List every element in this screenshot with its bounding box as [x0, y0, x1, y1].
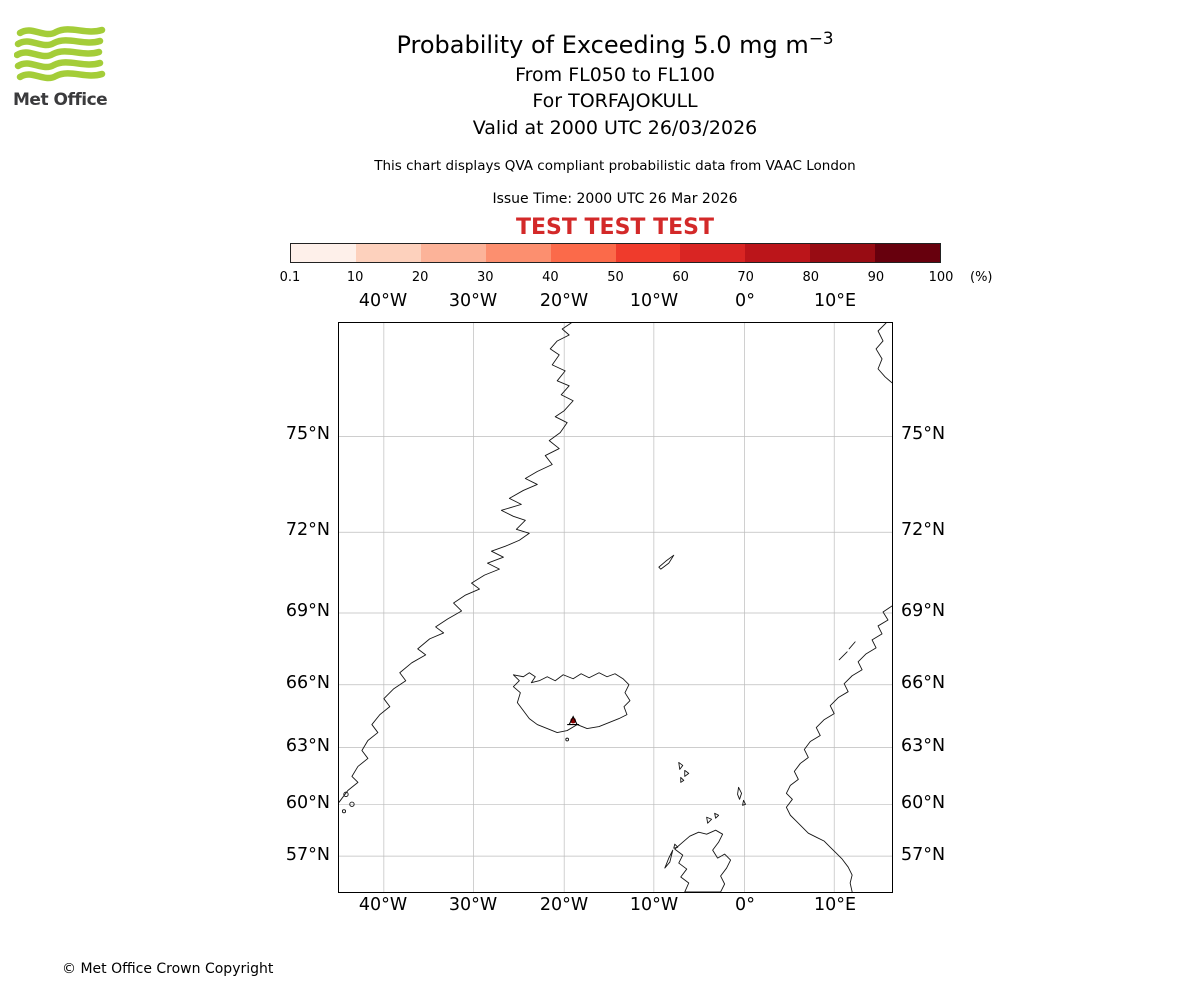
lon-label-top: 20°W — [539, 291, 589, 311]
coastline-norway — [785, 605, 892, 892]
lat-label-right: 60°N — [901, 793, 946, 813]
colorbar: 0.1 10 20 30 40 50 60 70 80 90 100 (%) — [280, 243, 993, 289]
page-title: Probability of Exceeding 5.0 mg m−3 — [30, 28, 1200, 59]
map-gridlines — [339, 323, 892, 892]
coastline-iceland — [512, 672, 631, 733]
island-greenland-skerry — [349, 801, 355, 807]
lon-label-bottom: 0° — [735, 895, 755, 915]
coastline-svalbard — [875, 323, 892, 384]
lon-label-top: 40°W — [358, 291, 408, 311]
map-canvas — [339, 323, 892, 892]
colorbar-tick-label: 10 — [346, 270, 364, 285]
colorbar-tick-label: 0.1 — [279, 270, 301, 285]
lat-label-left: 60°N — [285, 793, 330, 813]
subtitle-valid-time: Valid at 2000 UTC 26/03/2026 — [472, 117, 758, 139]
colorbar-segment — [485, 244, 551, 262]
islands-faroe — [678, 761, 690, 783]
colorbar-segment — [291, 244, 356, 262]
lon-label-bottom: 20°W — [539, 895, 589, 915]
colorbar-segment — [550, 244, 616, 262]
colorbar-tick-label: 70 — [737, 270, 754, 285]
colorbar-tick-label: 60 — [672, 270, 689, 285]
coastlines — [339, 323, 892, 892]
islands-shetland — [737, 786, 746, 806]
colorbar-segment — [810, 244, 876, 262]
page-title-text: Probability of Exceeding 5.0 mg m — [396, 31, 809, 59]
lon-label-bottom: 10°E — [813, 895, 857, 915]
subtitle-volcano: For TORFAJOKULL — [532, 90, 698, 112]
lat-label-left: 66°N — [285, 673, 330, 693]
volcano-marker — [567, 715, 580, 726]
page-title-exponent: −3 — [808, 28, 834, 48]
colorbar-segment — [745, 244, 811, 262]
colorbar-ticks: 0.1 10 20 30 40 50 60 70 80 90 100 — [280, 270, 954, 286]
coastline-greenland — [339, 323, 574, 803]
lat-label-right: 63°N — [901, 736, 946, 756]
island-greenland-skerry — [341, 809, 347, 814]
lat-label-right: 72°N — [901, 520, 946, 540]
island-jan-mayen — [658, 554, 675, 570]
lon-label-bottom: 30°W — [448, 895, 498, 915]
colorbar-unit-label: (%) — [970, 270, 993, 285]
lat-label-left: 63°N — [285, 736, 330, 756]
colorbar-tick-label: 40 — [542, 270, 559, 285]
lat-label-right: 66°N — [901, 673, 946, 693]
subtitle-flight-levels: From FL050 to FL100 — [515, 64, 715, 86]
lat-label-left: 75°N — [285, 424, 330, 444]
test-banner: TEST TEST TEST — [516, 215, 714, 240]
colorbar-segment — [615, 244, 681, 262]
lat-label-right: 69°N — [901, 601, 946, 621]
colorbar-segment — [875, 244, 941, 262]
colorbar-tick-label: 100 — [928, 270, 954, 285]
lat-label-left: 57°N — [285, 845, 330, 865]
colorbar-segment — [420, 244, 486, 262]
map — [338, 322, 893, 893]
island-greenland-skerry — [343, 791, 349, 797]
lon-label-top: 10°E — [813, 291, 857, 311]
lat-label-left: 69°N — [285, 601, 330, 621]
island-vestmannaeyjar — [565, 737, 570, 742]
lon-label-bottom: 40°W — [358, 895, 408, 915]
lat-label-left: 72°N — [285, 520, 330, 540]
copyright-notice: © Met Office Crown Copyright — [62, 961, 274, 977]
colorbar-tick-label: 80 — [802, 270, 820, 285]
islands-orkney — [706, 812, 720, 824]
met-office-logo — [13, 26, 114, 88]
islands-lofoten — [838, 641, 856, 661]
volcano-symbol-icon — [567, 715, 580, 726]
colorbar-bar — [290, 243, 941, 263]
lon-label-top: 0° — [735, 291, 755, 311]
issue-time: Issue Time: 2000 UTC 26 Mar 2026 — [492, 191, 738, 207]
met-office-logo-text: Met Office — [13, 90, 108, 110]
qva-note: This chart displays QVA compliant probab… — [374, 158, 856, 174]
lon-label-top: 30°W — [448, 291, 498, 311]
lat-label-right: 57°N — [901, 845, 946, 865]
islands-hebrides — [664, 843, 679, 869]
lon-label-bottom: 10°W — [629, 895, 679, 915]
coastline-scotland — [674, 829, 732, 892]
lat-label-right: 75°N — [901, 424, 946, 444]
colorbar-tick-label: 20 — [411, 270, 429, 285]
colorbar-tick-label: 50 — [607, 270, 624, 285]
met-office-logo-waves — [13, 26, 106, 82]
colorbar-tick-label: 90 — [867, 270, 885, 285]
lon-label-top: 10°W — [629, 291, 679, 311]
colorbar-tick-label: 30 — [477, 270, 494, 285]
colorbar-segment — [355, 244, 421, 262]
colorbar-segment — [680, 244, 746, 262]
